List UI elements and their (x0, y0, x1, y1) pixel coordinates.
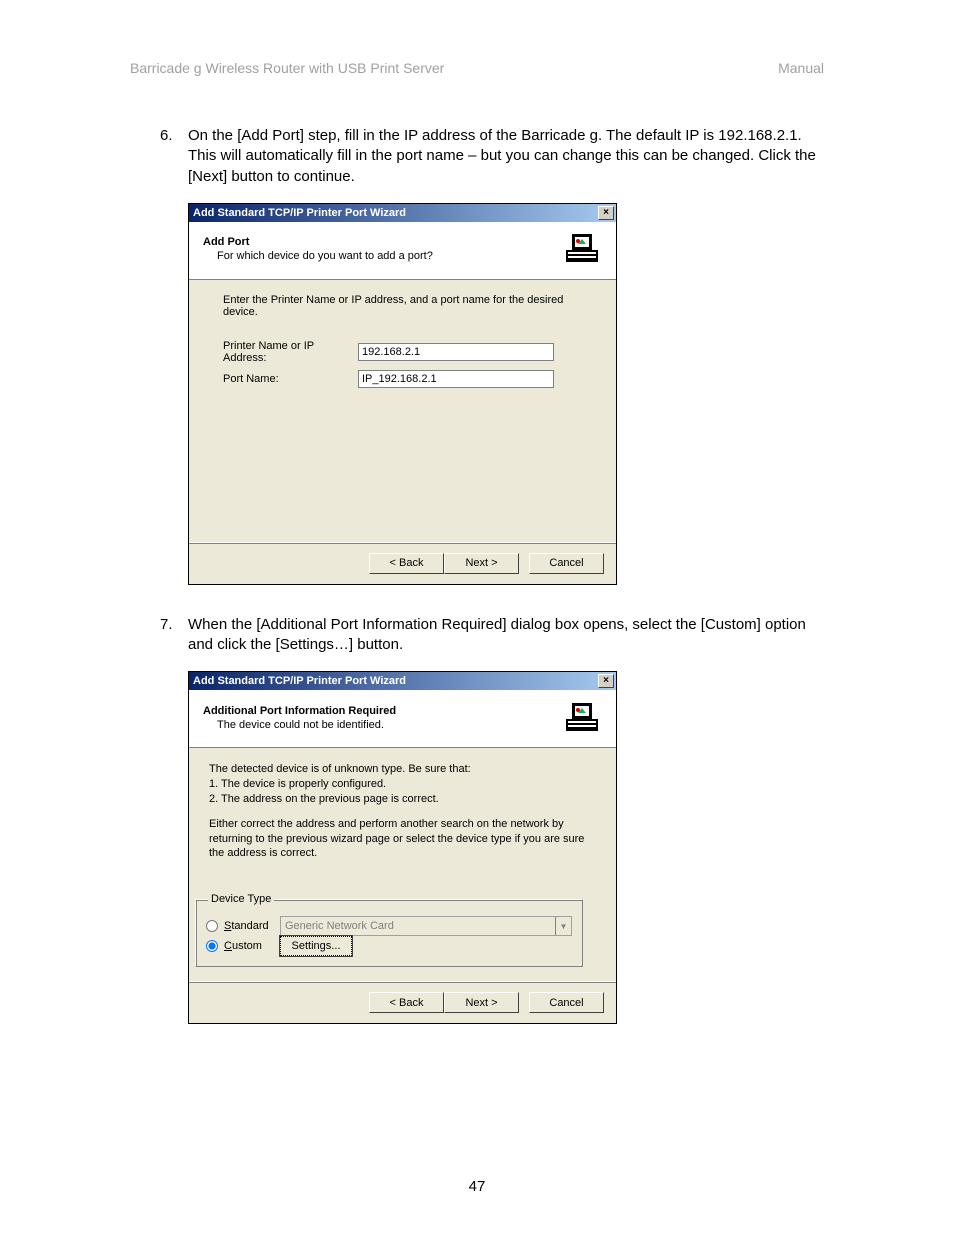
wizard-header: Add Port For which device do you want to… (189, 222, 616, 280)
step-text: When the [Additional Port Information Re… (188, 615, 824, 656)
standard-radio[interactable] (206, 920, 218, 932)
settings-button[interactable]: Settings... (280, 936, 352, 956)
add-port-wizard-dialog: Add Standard TCP/IP Printer Port Wizard … (188, 203, 617, 585)
standard-radio-label: Standard (224, 920, 280, 932)
next-button[interactable]: Next > (444, 992, 519, 1013)
instruction-step-7: 7. When the [Additional Port Information… (160, 615, 824, 656)
device-type-fieldset: Device Type Standard Generic Network Car… (195, 899, 583, 967)
back-button[interactable]: < Back (369, 992, 444, 1013)
next-button[interactable]: Next > (444, 553, 519, 574)
select-value: Generic Network Card (285, 920, 394, 932)
standard-device-select: Generic Network Card ▼ (280, 916, 572, 936)
wizard-title: Add Standard TCP/IP Printer Port Wizard (193, 675, 406, 687)
printer-icon (562, 230, 602, 268)
wizard-header-subtitle: For which device do you want to add a po… (217, 250, 556, 262)
back-button[interactable]: < Back (369, 553, 444, 574)
wizard-header-title: Additional Port Information Required (203, 705, 556, 717)
wizard-header-title: Add Port (203, 236, 556, 248)
body-line: The detected device is of unknown type. … (209, 762, 596, 777)
chevron-down-icon: ▼ (555, 917, 571, 935)
printer-address-label: Printer Name or IP Address: (223, 340, 358, 364)
step-number: 6. (160, 126, 188, 187)
wizard-header: Additional Port Information Required The… (189, 690, 616, 748)
port-name-input[interactable] (358, 370, 554, 388)
wizard-titlebar: Add Standard TCP/IP Printer Port Wizard … (189, 672, 616, 690)
doc-header-right: Manual (778, 60, 824, 76)
printer-icon (562, 699, 602, 737)
doc-header-left: Barricade g Wireless Router with USB Pri… (130, 60, 444, 76)
step-number: 7. (160, 615, 188, 656)
port-info-wizard-dialog: Add Standard TCP/IP Printer Port Wizard … (188, 671, 617, 1024)
cancel-button[interactable]: Cancel (529, 553, 604, 574)
body-paragraph: Either correct the address and perform a… (209, 817, 596, 862)
close-icon[interactable]: × (598, 674, 614, 688)
custom-radio-label: Custom (224, 940, 280, 952)
cancel-button[interactable]: Cancel (529, 992, 604, 1013)
fieldset-legend: Device Type (208, 893, 274, 905)
body-line: 1. The device is properly configured. (209, 777, 596, 792)
instruction-step-6: 6. On the [Add Port] step, fill in the I… (160, 126, 824, 187)
body-line: 2. The address on the previous page is c… (209, 792, 596, 807)
custom-radio[interactable] (206, 940, 218, 952)
wizard-body-intro: Enter the Printer Name or IP address, an… (223, 294, 596, 318)
port-name-label: Port Name: (223, 373, 358, 385)
wizard-header-subtitle: The device could not be identified. (217, 719, 556, 731)
wizard-title: Add Standard TCP/IP Printer Port Wizard (193, 207, 406, 219)
step-text: On the [Add Port] step, fill in the IP a… (188, 126, 824, 187)
wizard-titlebar: Add Standard TCP/IP Printer Port Wizard … (189, 204, 616, 222)
page-number: 47 (0, 1178, 954, 1195)
close-icon[interactable]: × (598, 206, 614, 220)
printer-address-input[interactable] (358, 343, 554, 361)
